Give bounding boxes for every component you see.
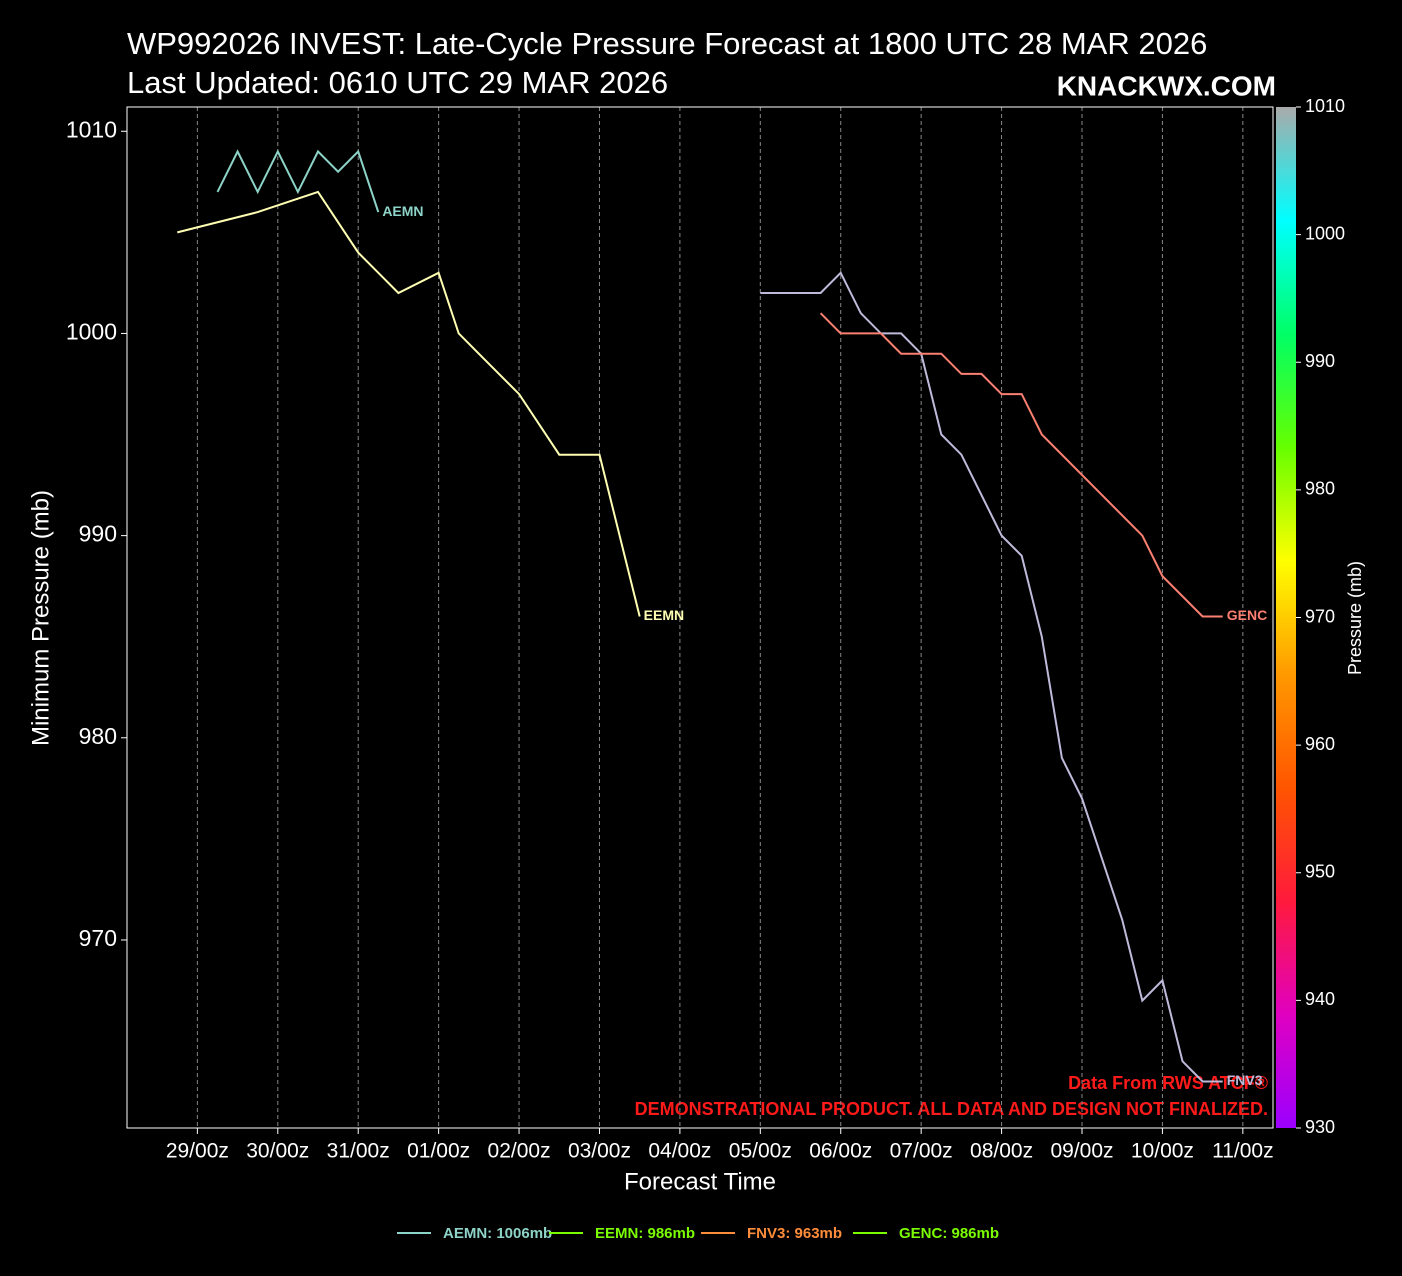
x-tick-label: 09/00z (1050, 1140, 1113, 1163)
x-tick-label: 04/00z (648, 1140, 711, 1163)
y-tick-label: 1000 (66, 319, 117, 345)
x-tick-label: 05/00z (729, 1140, 792, 1163)
x-tick-label: 11/00z (1212, 1140, 1274, 1163)
x-tick-label: 08/00z (970, 1140, 1033, 1163)
legend-label: EEMN: 986mb (595, 1225, 695, 1242)
x-tick-label: 01/00z (407, 1140, 470, 1163)
x-axis-label: Forecast Time (624, 1168, 776, 1195)
y-tick-label: 980 (79, 723, 117, 749)
series-line (819, 312, 1223, 618)
x-tick-label: 02/00z (488, 1140, 551, 1163)
colorbar-label: Pressure (mb) (1345, 561, 1365, 675)
colorbar (1276, 107, 1296, 1128)
series-end-label: FNV3 (1227, 1072, 1263, 1088)
y-tick-label: 1010 (66, 116, 117, 142)
x-tick-label: 07/00z (890, 1140, 953, 1163)
series-line (216, 149, 380, 213)
colorbar-tick-label: 960 (1305, 734, 1335, 754)
x-tick-label: 10/00z (1131, 1140, 1194, 1163)
brand: KNACKWX.COM (1057, 70, 1276, 101)
colorbar-tick-label: 950 (1305, 862, 1335, 882)
colorbar-tick-label: 930 (1305, 1117, 1335, 1137)
annotation: Data From RWS ATCF® (1068, 1073, 1268, 1093)
chart-subtitle: Last Updated: 0610 UTC 29 MAR 2026 (127, 65, 668, 100)
series-end-label: AEMN (382, 203, 423, 219)
y-tick-label: 990 (79, 521, 117, 547)
colorbar-tick-label: 990 (1305, 351, 1335, 371)
series-end-label: GENC (1227, 607, 1267, 623)
x-tick-label: 03/00z (568, 1140, 631, 1163)
x-tick-label: 30/00z (246, 1140, 309, 1163)
legend-label: FNV3: 963mb (747, 1225, 842, 1242)
y-axis-label: Minimum Pressure (mb) (27, 490, 54, 746)
series-end-label: EEMN (644, 607, 684, 623)
x-tick-label: 29/00z (166, 1140, 229, 1163)
series-line (177, 190, 641, 617)
y-tick-label: 970 (79, 925, 117, 951)
series-line (760, 271, 1223, 1083)
colorbar-tick-label: 970 (1305, 606, 1335, 626)
x-tick-label: 06/00z (809, 1140, 872, 1163)
colorbar-tick-label: 1000 (1305, 223, 1345, 243)
annotation: DEMONSTRATIONAL PRODUCT. ALL DATA AND DE… (635, 1099, 1268, 1119)
legend-label: AEMN: 1006mb (443, 1225, 552, 1242)
plot-frame (126, 106, 1274, 1129)
x-tick-label: 31/00z (327, 1140, 390, 1163)
colorbar-tick-label: 1010 (1305, 96, 1345, 116)
colorbar-tick-label: 980 (1305, 479, 1335, 499)
colorbar-tick-label: 940 (1305, 989, 1335, 1009)
legend-label: GENC: 986mb (899, 1225, 999, 1242)
chart-title: WP992026 INVEST: Late-Cycle Pressure For… (127, 26, 1207, 61)
